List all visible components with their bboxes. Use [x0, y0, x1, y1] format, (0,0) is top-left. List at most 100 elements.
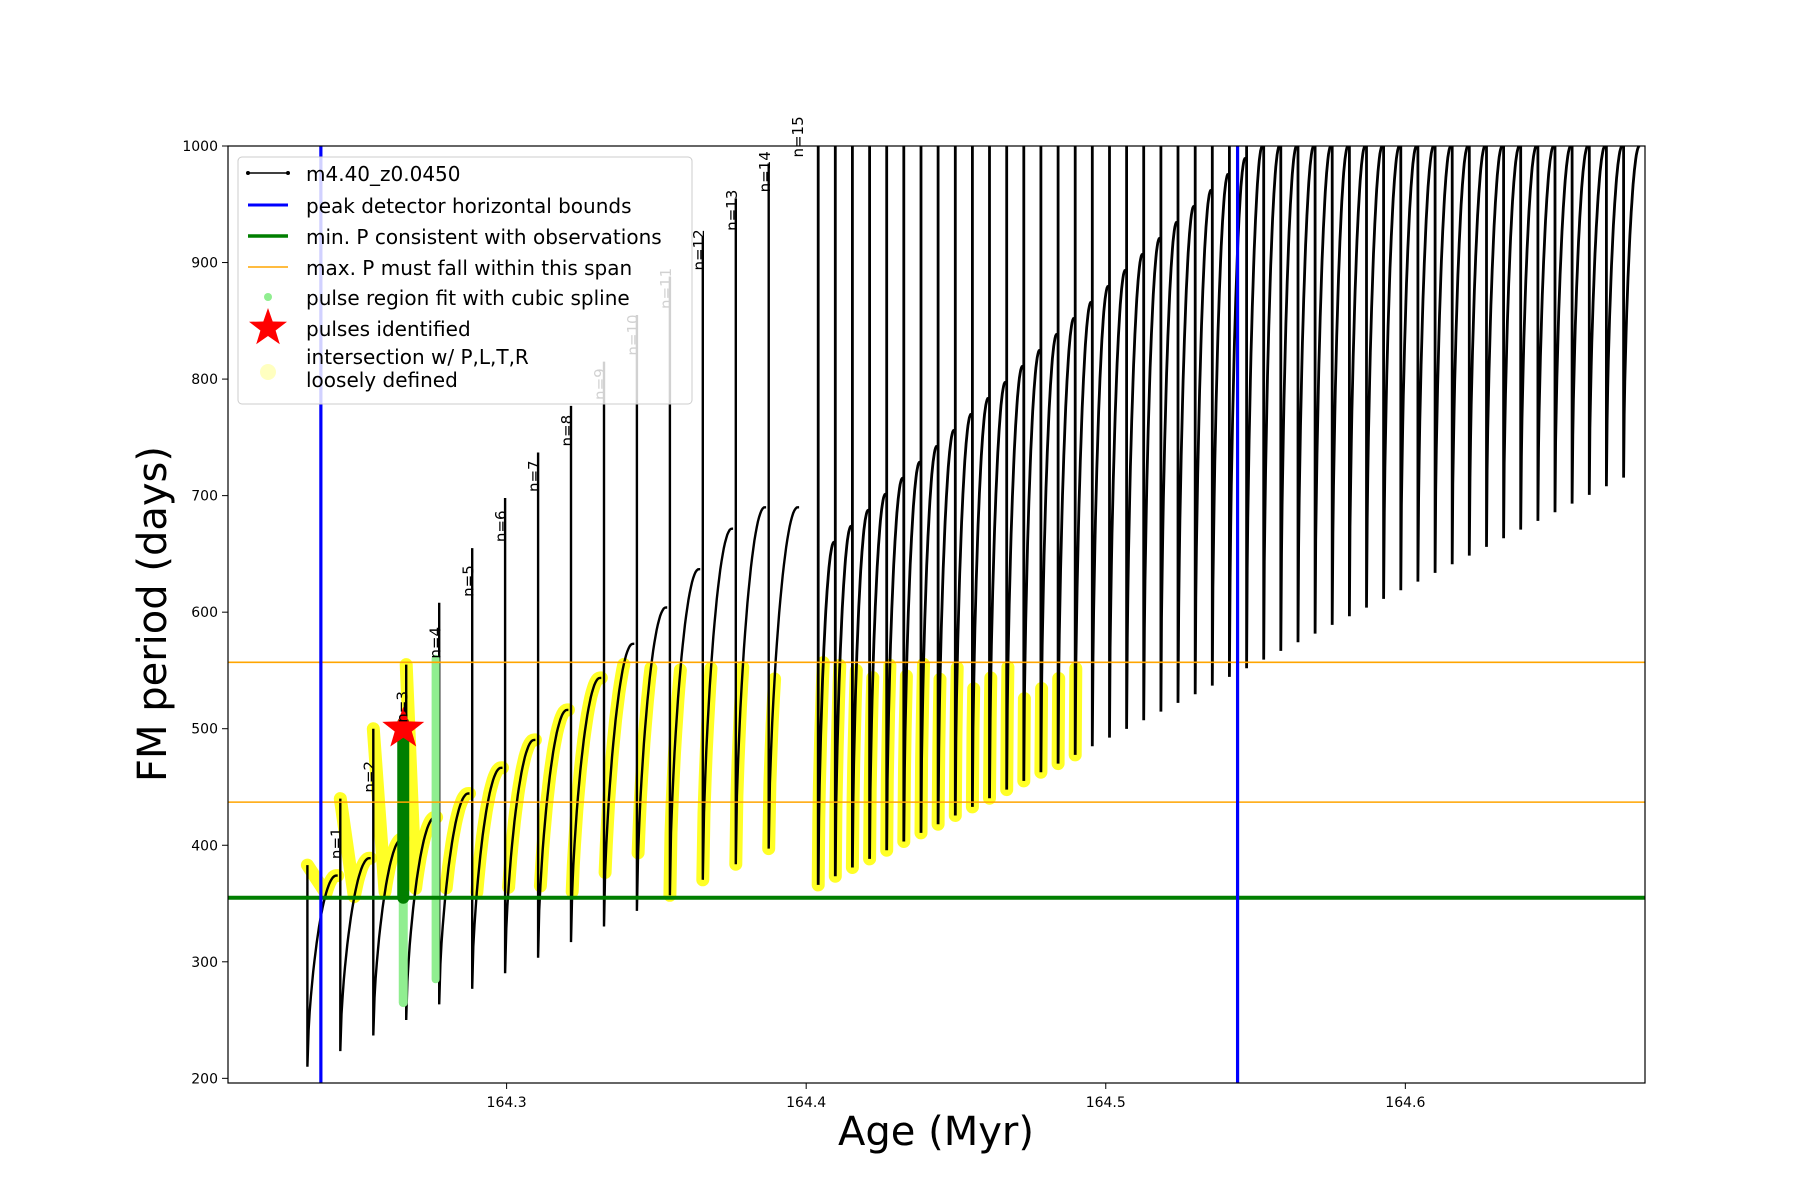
track-cycle-33: [1108, 146, 1127, 738]
pulse-label-13: n=13: [723, 190, 741, 231]
track-cycle-54: [1467, 146, 1486, 556]
track-cycle-51: [1416, 146, 1435, 582]
pulse-label-5: n=5: [459, 565, 477, 597]
legend-star-marker: [249, 308, 287, 345]
track-cycle-55: [1485, 146, 1504, 547]
track-cycle-48: [1365, 146, 1384, 608]
track-cycle-22: [919, 146, 938, 833]
track-cycle-24: [953, 146, 972, 816]
x-axis-label: Age (Myr): [838, 1109, 1034, 1155]
legend-spline-marker: [264, 293, 272, 301]
track-cycle-7: [503, 498, 536, 974]
legend-box: [237, 156, 693, 405]
track-cycle-20: [885, 146, 904, 851]
track-cycle-29: [1039, 146, 1058, 773]
track-cycle-11: [635, 315, 668, 911]
track-cycle-13: [701, 236, 734, 880]
legend-loose-line-2: loosely defined: [306, 368, 458, 392]
track-cycle-17: [833, 146, 852, 877]
track-cycle-6: [471, 548, 503, 989]
y-tick-label-4: 500: [191, 722, 218, 738]
pulses-identified-layer: [382, 706, 425, 747]
horizontal-lines-layer: [228, 661, 1645, 900]
y-tick-label-6: 700: [191, 489, 218, 505]
y-tick-label-5: 600: [191, 605, 218, 621]
track-cycle-14: [734, 198, 767, 865]
pulse-label-4: n=4: [426, 627, 444, 659]
pulse-label-14: n=14: [756, 151, 774, 192]
x-tick-label-1: 164.3: [487, 1095, 527, 1111]
track-cycle-41: [1245, 146, 1264, 669]
track-cycle-38: [1193, 146, 1212, 695]
legend-track-label: m4.40_z0.0450: [306, 162, 461, 186]
track-cycle-60: [1570, 146, 1589, 504]
track-cycle-63: [1622, 146, 1641, 478]
spline-fit-layer: [397, 654, 440, 1008]
legend-loose-label: intersection w/ P,L,T,R loosely defined: [306, 345, 529, 392]
track-cycle-50: [1399, 146, 1418, 591]
track-cycle-25: [971, 146, 989, 807]
track-cycle-52: [1433, 146, 1452, 573]
track-cycle-10: [602, 361, 635, 927]
track-cycle-47: [1348, 146, 1366, 617]
track-cycle-30: [1056, 146, 1075, 764]
track-cycle-53: [1450, 146, 1469, 565]
y-tick-label-9: 1000: [182, 139, 218, 155]
y-tick-label-3: 400: [191, 838, 218, 854]
y-tick-label-1: 200: [191, 1071, 218, 1087]
track-cycle-19: [868, 146, 887, 859]
track-cycle-34: [1125, 146, 1144, 729]
track-cycle-58: [1536, 146, 1555, 521]
pulse-label-1: n=1: [327, 827, 345, 859]
track-cycle-46: [1330, 146, 1349, 625]
track-cycle-36: [1159, 146, 1178, 712]
y-tick-label-2: 300: [191, 955, 218, 971]
pulse-label-6: n=6: [492, 510, 510, 542]
track-cycle-4: [405, 664, 437, 1021]
x-ticks: 164.3 164.4 164.5 164.6: [487, 1083, 1425, 1111]
plot-frame: [227, 145, 1646, 1084]
track-cycle-21: [902, 146, 921, 842]
track-cycle-42: [1262, 146, 1281, 660]
track-cycle-62: [1605, 146, 1623, 487]
track-cycle-32: [1090, 146, 1109, 747]
model-track-layer: [306, 146, 1641, 1067]
track-cycle-56: [1502, 146, 1521, 539]
pulse-star-1: [382, 706, 425, 747]
x-tick-label-2: 164.4: [786, 1095, 826, 1111]
y-axis-label: FM period (days): [130, 446, 176, 782]
track-cycle-31: [1073, 146, 1092, 755]
track-cycle-15: [767, 163, 800, 849]
y-tick-label-7: 800: [191, 372, 218, 388]
track-cycle-59: [1553, 146, 1572, 513]
x-tick-label-4: 164.6: [1385, 1095, 1425, 1111]
legend-track-marker-start: [246, 171, 250, 175]
track-cycle-43: [1279, 146, 1298, 651]
track-cycle-39: [1210, 146, 1229, 686]
track-cycle-44: [1296, 146, 1315, 643]
track-cycle-12: [668, 276, 701, 896]
legend-spline-label: pulse region fit with cubic spline: [306, 286, 630, 310]
track-cycle-9: [569, 405, 602, 943]
legend-track-marker-end: [286, 171, 290, 175]
legend-pulses-label: pulses identified: [306, 317, 471, 341]
track-cycle-49: [1382, 146, 1401, 599]
y-ticks: 200 300 400 500 600 700 800 900 1000: [182, 139, 228, 1087]
pulse-label-15: n=15: [789, 116, 807, 157]
track-cycle-37: [1176, 146, 1195, 703]
x-tick-label-3: 164.5: [1086, 1095, 1126, 1111]
legend-bounds-label: peak detector horizontal bounds: [306, 194, 632, 218]
track-cycle-28: [1022, 146, 1041, 781]
pulse-label-12: n=12: [690, 229, 708, 270]
track-cycle-45: [1313, 146, 1332, 634]
track-cycle-16: [816, 146, 835, 885]
track-cycle-35: [1142, 146, 1161, 721]
pulse-label-7: n=7: [525, 460, 543, 492]
pulse-label-8: n=8: [558, 415, 576, 447]
legend-min-period-label: min. P consistent with observations: [306, 225, 662, 249]
legend-loose-line-1: intersection w/ P,L,T,R: [306, 345, 529, 369]
legend-max-period-label: max. P must fall within this span: [306, 256, 632, 280]
pulse-label-3: n=3: [393, 691, 411, 723]
track-cycle-61: [1587, 146, 1606, 495]
